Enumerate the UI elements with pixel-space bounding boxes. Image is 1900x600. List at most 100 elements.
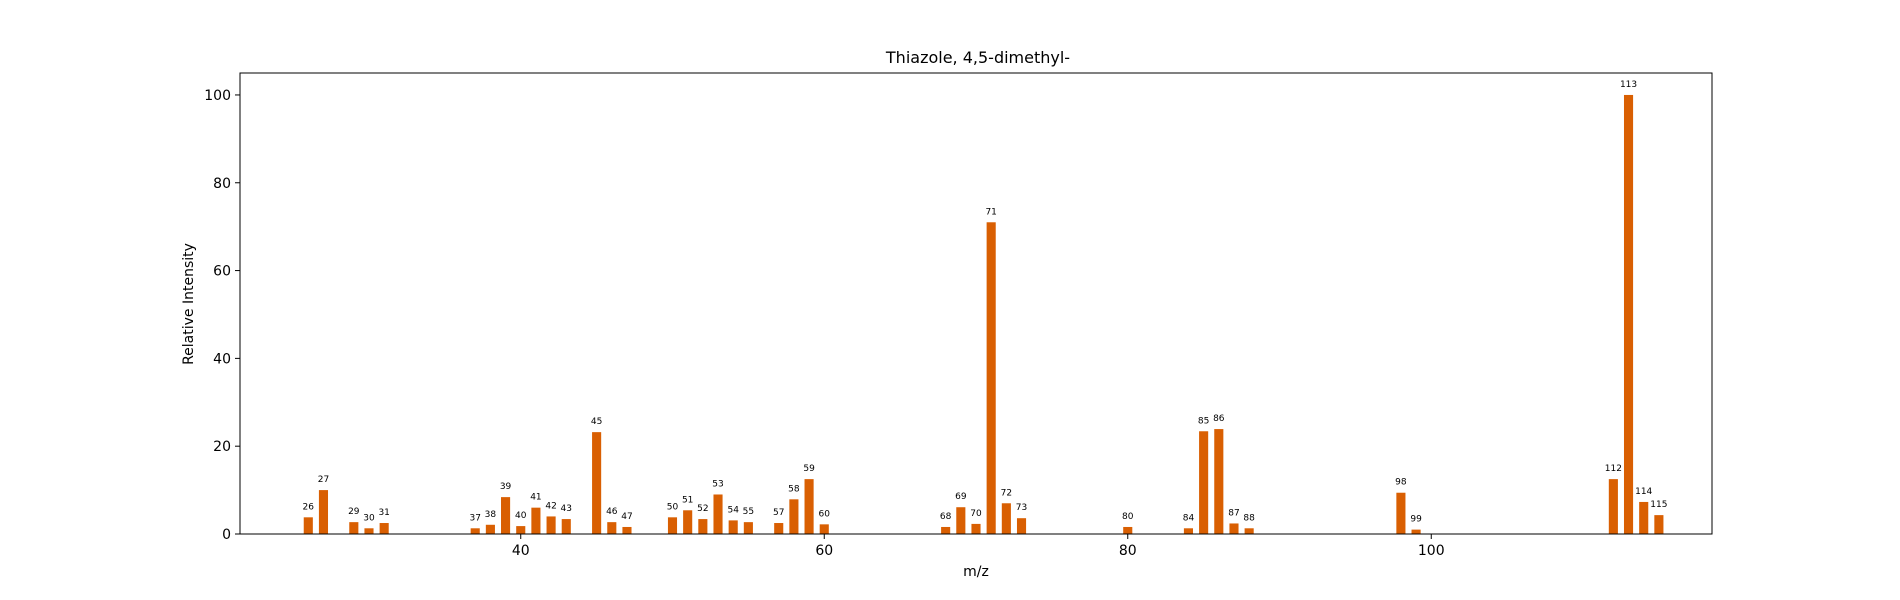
bar-label-mz-58: 58 <box>788 484 800 494</box>
bar-label-mz-39: 39 <box>500 482 512 492</box>
bar-mz-87 <box>1229 523 1239 534</box>
bar-mz-37 <box>470 528 480 534</box>
x-tick-label-40: 40 <box>512 543 530 559</box>
y-axis-label: Relative Intensity <box>181 243 197 365</box>
bar-label-mz-72: 72 <box>1001 488 1012 498</box>
bar-mz-27 <box>318 490 329 534</box>
bar-label-mz-80: 80 <box>1122 512 1134 522</box>
bar-label-mz-45: 45 <box>591 417 602 427</box>
bar-label-mz-70: 70 <box>970 509 982 519</box>
bar-mz-29 <box>349 522 359 534</box>
bar-mz-59 <box>804 479 814 534</box>
bar-mz-68 <box>941 526 951 534</box>
bar-mz-71 <box>986 222 996 534</box>
bar-label-mz-41: 41 <box>530 493 541 503</box>
bar-mz-98 <box>1396 492 1406 534</box>
bar-label-mz-99: 99 <box>1410 515 1422 525</box>
bar-label-mz-86: 86 <box>1213 414 1225 424</box>
y-tick-label-40: 40 <box>213 351 231 367</box>
bar-label-mz-69: 69 <box>955 492 967 502</box>
bar-mz-115 <box>1654 515 1664 534</box>
bar-mz-84 <box>1183 528 1194 534</box>
bar-label-mz-50: 50 <box>667 502 679 512</box>
y-axis: 0 20 40 60 80 100 <box>204 88 240 543</box>
bar-mz-40 <box>516 526 526 534</box>
bar-mz-50 <box>667 517 678 534</box>
y-tick-label-100: 100 <box>204 88 231 104</box>
bar-mz-45 <box>592 432 602 534</box>
bar-mz-70 <box>971 523 981 534</box>
bar-label-mz-26: 26 <box>303 502 315 512</box>
y-tick-label-0: 0 <box>222 527 231 543</box>
bar-mz-31 <box>379 523 389 534</box>
y-tick-label-60: 60 <box>213 264 231 280</box>
bar-label-mz-115: 115 <box>1650 500 1667 510</box>
bar-label-mz-73: 73 <box>1016 503 1027 513</box>
bar-label-mz-42: 42 <box>545 501 556 511</box>
bar-mz-51 <box>683 510 693 534</box>
bar-mz-53 <box>713 494 723 534</box>
bar-mz-113 <box>1623 94 1634 534</box>
bar-label-mz-31: 31 <box>378 508 389 518</box>
bars-group <box>303 94 1664 534</box>
bar-mz-80 <box>1123 526 1133 534</box>
bar-label-mz-52: 52 <box>697 504 708 514</box>
bar-label-mz-112: 112 <box>1605 464 1622 474</box>
bar-mz-38 <box>485 524 495 534</box>
bar-mz-55 <box>743 522 753 534</box>
bar-mz-26 <box>303 517 313 534</box>
bar-label-mz-40: 40 <box>515 511 527 521</box>
bar-mz-47 <box>622 526 632 534</box>
bar-label-mz-27: 27 <box>318 475 329 485</box>
x-axis-label: m/z <box>963 564 989 580</box>
bar-mz-85 <box>1199 431 1209 534</box>
bar-label-mz-59: 59 <box>803 464 815 474</box>
bar-label-mz-37: 37 <box>469 513 480 523</box>
y-tick-label-20: 20 <box>213 439 231 455</box>
bar-label-mz-53: 53 <box>712 479 723 489</box>
bar-mz-46 <box>607 522 617 534</box>
bar-mz-69 <box>956 507 966 534</box>
x-tick-label-100: 100 <box>1418 543 1445 559</box>
bar-label-mz-57: 57 <box>773 508 784 518</box>
bar-label-mz-47: 47 <box>621 512 632 522</box>
bar-mz-72 <box>1001 503 1011 534</box>
bar-mz-43 <box>561 519 571 534</box>
bar-label-mz-46: 46 <box>606 507 618 517</box>
bar-label-mz-51: 51 <box>682 495 693 505</box>
y-tick-label-80: 80 <box>213 176 231 192</box>
bar-label-mz-43: 43 <box>561 504 572 514</box>
bar-label-mz-29: 29 <box>348 507 360 517</box>
bar-mz-88 <box>1244 528 1254 534</box>
bar-mz-86 <box>1214 429 1224 534</box>
plot-frame <box>239 72 1713 535</box>
bar-mz-60 <box>819 524 829 534</box>
x-tick-label-60: 60 <box>815 543 833 559</box>
bar-mz-112 <box>1608 479 1618 534</box>
bar-mz-58 <box>789 499 799 534</box>
bar-label-mz-114: 114 <box>1635 487 1652 497</box>
chart-title: Thiazole, 4,5-dimethyl- <box>885 48 1070 67</box>
bar-label-mz-84: 84 <box>1183 513 1195 523</box>
bar-mz-73 <box>1016 518 1027 534</box>
bar-mz-99 <box>1411 529 1421 534</box>
bar-label-mz-113: 113 <box>1620 80 1637 90</box>
bar-label-mz-38: 38 <box>485 510 497 520</box>
bar-mz-57 <box>774 523 784 534</box>
bar-mz-42 <box>546 516 556 534</box>
bar-mz-39 <box>501 497 511 534</box>
bar-label-mz-30: 30 <box>363 513 375 523</box>
bar-label-mz-71: 71 <box>985 207 996 217</box>
bar-label-mz-68: 68 <box>940 512 952 522</box>
bar-label-mz-85: 85 <box>1198 416 1209 426</box>
bar-label-mz-55: 55 <box>743 507 754 517</box>
bar-label-mz-54: 54 <box>727 505 739 515</box>
bar-mz-54 <box>728 520 738 534</box>
x-axis: 40 60 80 100 <box>512 534 1445 559</box>
bar-mz-52 <box>698 519 708 534</box>
bar-label-mz-60: 60 <box>819 509 831 519</box>
bar-mz-30 <box>364 528 374 534</box>
x-tick-label-80: 80 <box>1119 543 1137 559</box>
